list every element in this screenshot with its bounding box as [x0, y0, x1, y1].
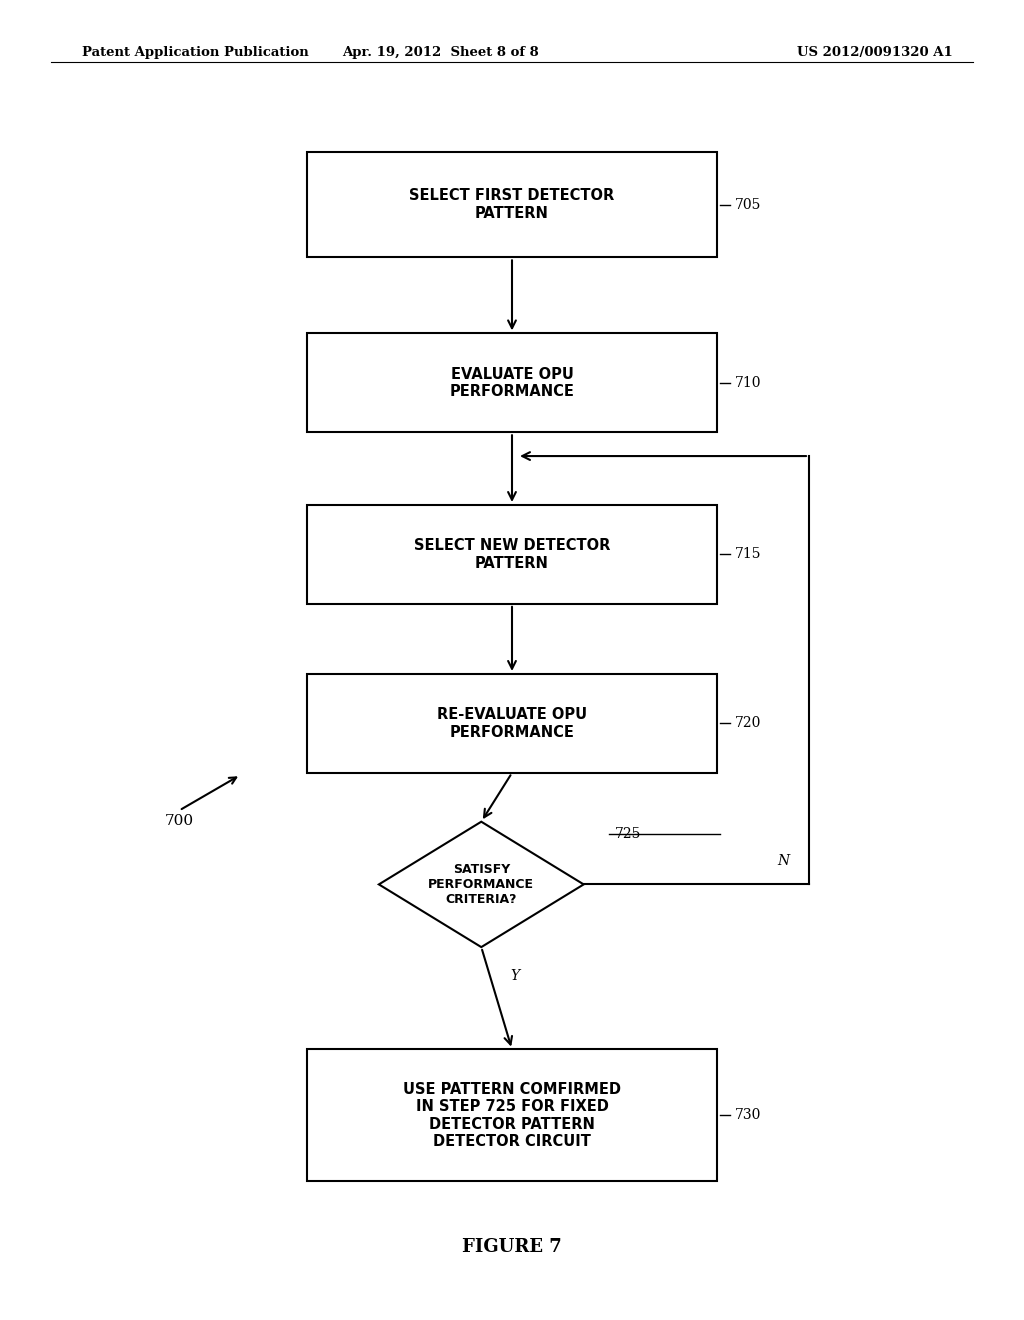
FancyBboxPatch shape — [307, 1049, 717, 1181]
FancyBboxPatch shape — [307, 673, 717, 772]
FancyBboxPatch shape — [307, 506, 717, 605]
Polygon shape — [379, 821, 584, 948]
Text: 700: 700 — [165, 814, 194, 828]
Text: 730: 730 — [735, 1109, 762, 1122]
Text: 705: 705 — [735, 198, 762, 211]
Text: FIGURE 7: FIGURE 7 — [462, 1238, 562, 1257]
Text: SATISFY
PERFORMANCE
CRITERIA?: SATISFY PERFORMANCE CRITERIA? — [428, 863, 535, 906]
Text: SELECT NEW DETECTOR
PATTERN: SELECT NEW DETECTOR PATTERN — [414, 539, 610, 570]
FancyBboxPatch shape — [307, 334, 717, 433]
Text: Apr. 19, 2012  Sheet 8 of 8: Apr. 19, 2012 Sheet 8 of 8 — [342, 46, 539, 59]
Text: 715: 715 — [735, 548, 762, 561]
Text: EVALUATE OPU
PERFORMANCE: EVALUATE OPU PERFORMANCE — [450, 367, 574, 399]
Text: N: N — [777, 854, 790, 867]
Text: 710: 710 — [735, 376, 762, 389]
Text: 725: 725 — [614, 828, 641, 841]
Text: USE PATTERN COMFIRMED
IN STEP 725 FOR FIXED
DETECTOR PATTERN
DETECTOR CIRCUIT: USE PATTERN COMFIRMED IN STEP 725 FOR FI… — [403, 1082, 621, 1148]
Text: 720: 720 — [735, 717, 762, 730]
Text: US 2012/0091320 A1: US 2012/0091320 A1 — [797, 46, 952, 59]
Text: SELECT FIRST DETECTOR
PATTERN: SELECT FIRST DETECTOR PATTERN — [410, 189, 614, 220]
Text: Y: Y — [510, 969, 519, 983]
Text: RE-EVALUATE OPU
PERFORMANCE: RE-EVALUATE OPU PERFORMANCE — [437, 708, 587, 739]
FancyBboxPatch shape — [307, 152, 717, 257]
Text: Patent Application Publication: Patent Application Publication — [82, 46, 308, 59]
